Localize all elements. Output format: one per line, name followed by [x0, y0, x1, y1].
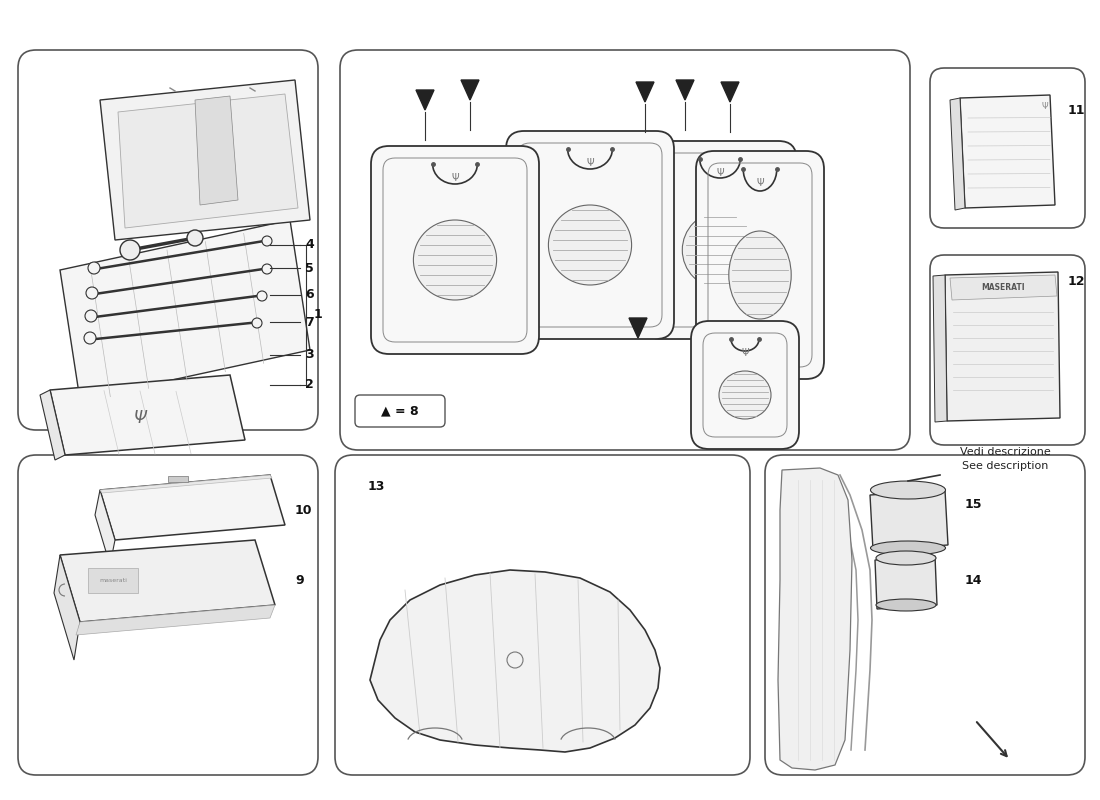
FancyBboxPatch shape	[506, 131, 674, 339]
Polygon shape	[54, 555, 80, 660]
Text: Ψ: Ψ	[451, 173, 459, 183]
Polygon shape	[676, 80, 694, 100]
Text: 13: 13	[368, 481, 385, 494]
FancyBboxPatch shape	[644, 141, 796, 339]
Polygon shape	[874, 556, 937, 609]
Polygon shape	[100, 80, 310, 240]
Text: eurospares: eurospares	[456, 570, 704, 670]
Text: Ψ: Ψ	[741, 348, 749, 358]
Text: 14: 14	[965, 574, 982, 586]
Text: 5: 5	[305, 262, 314, 274]
Text: 2: 2	[305, 378, 314, 391]
Polygon shape	[720, 82, 739, 102]
Circle shape	[85, 310, 97, 322]
Polygon shape	[416, 90, 434, 110]
Polygon shape	[40, 390, 65, 460]
Ellipse shape	[870, 481, 946, 499]
Circle shape	[257, 291, 267, 301]
Text: 15: 15	[965, 498, 982, 511]
FancyBboxPatch shape	[18, 50, 318, 430]
Text: Ψ: Ψ	[716, 168, 724, 178]
Polygon shape	[950, 98, 965, 210]
Ellipse shape	[870, 541, 946, 555]
Polygon shape	[195, 96, 238, 205]
Text: See description: See description	[961, 461, 1048, 471]
Text: Ψ: Ψ	[1042, 102, 1048, 111]
FancyBboxPatch shape	[691, 321, 799, 449]
FancyBboxPatch shape	[930, 255, 1085, 445]
Ellipse shape	[876, 599, 936, 611]
Polygon shape	[76, 605, 275, 635]
Ellipse shape	[729, 231, 791, 319]
Polygon shape	[960, 95, 1055, 208]
FancyBboxPatch shape	[930, 68, 1085, 228]
FancyBboxPatch shape	[340, 50, 910, 450]
FancyBboxPatch shape	[371, 146, 539, 354]
Text: 7: 7	[305, 315, 314, 329]
Polygon shape	[945, 272, 1060, 421]
Ellipse shape	[876, 551, 936, 565]
Polygon shape	[461, 80, 478, 100]
Text: 1: 1	[314, 309, 322, 322]
Polygon shape	[95, 490, 116, 565]
Circle shape	[86, 287, 98, 299]
Text: ▲ = 8: ▲ = 8	[382, 405, 419, 418]
Text: eurospares: eurospares	[456, 210, 704, 310]
Circle shape	[120, 240, 140, 260]
Circle shape	[262, 264, 272, 274]
Ellipse shape	[549, 205, 631, 285]
Polygon shape	[50, 375, 245, 455]
Polygon shape	[60, 220, 310, 400]
Text: Ψ: Ψ	[133, 409, 146, 427]
Text: 6: 6	[305, 289, 314, 302]
Circle shape	[262, 236, 272, 246]
FancyBboxPatch shape	[764, 455, 1085, 775]
Ellipse shape	[719, 371, 771, 419]
Text: 4: 4	[305, 238, 314, 251]
Polygon shape	[629, 318, 647, 338]
FancyBboxPatch shape	[696, 151, 824, 379]
Polygon shape	[118, 94, 298, 228]
Ellipse shape	[682, 212, 758, 288]
Bar	[168, 476, 188, 482]
Text: maserati: maserati	[99, 578, 127, 582]
Polygon shape	[370, 570, 660, 752]
Ellipse shape	[414, 220, 496, 300]
Text: 11: 11	[1068, 103, 1086, 117]
Text: Vedi descrizione: Vedi descrizione	[959, 447, 1050, 457]
Text: 10: 10	[295, 503, 312, 517]
Polygon shape	[100, 475, 285, 540]
Circle shape	[187, 230, 204, 246]
Polygon shape	[100, 475, 272, 493]
Circle shape	[88, 262, 100, 274]
Text: 12: 12	[1068, 275, 1086, 288]
FancyBboxPatch shape	[336, 455, 750, 775]
FancyBboxPatch shape	[355, 395, 446, 427]
FancyBboxPatch shape	[18, 455, 318, 775]
Circle shape	[252, 318, 262, 328]
Text: MASERATI: MASERATI	[981, 283, 1025, 293]
Text: Ψ: Ψ	[756, 178, 763, 188]
Polygon shape	[933, 275, 947, 422]
Text: eurospares: eurospares	[826, 570, 1074, 670]
Text: 9: 9	[295, 574, 304, 586]
Polygon shape	[636, 82, 654, 102]
Circle shape	[84, 332, 96, 344]
Polygon shape	[778, 468, 852, 770]
Text: 3: 3	[305, 349, 314, 362]
Polygon shape	[60, 540, 275, 622]
Polygon shape	[950, 275, 1057, 300]
Text: Ψ: Ψ	[586, 158, 594, 168]
Bar	[88, 568, 138, 593]
Text: eurospares: eurospares	[42, 210, 288, 310]
Polygon shape	[870, 490, 948, 550]
